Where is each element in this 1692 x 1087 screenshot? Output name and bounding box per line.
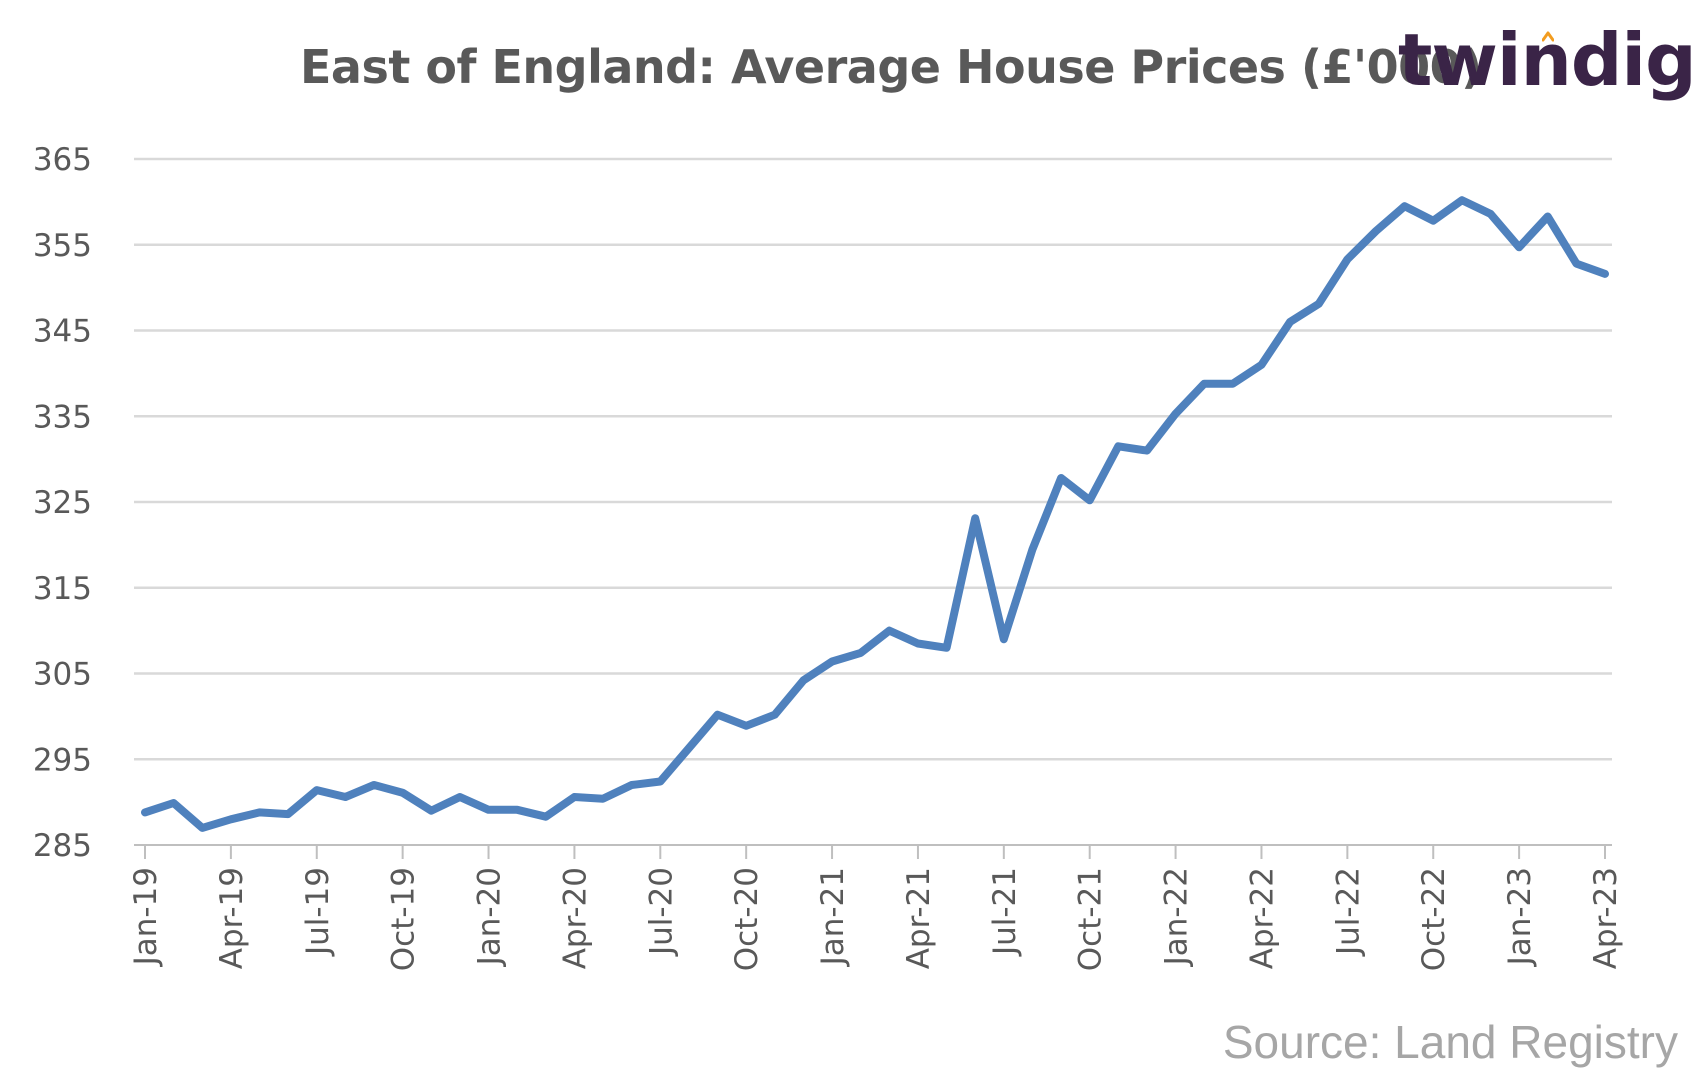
x-tick-label: Apr-19	[214, 867, 250, 969]
x-tick-label: Jan-19	[128, 867, 164, 967]
x-tick-label: Apr-21	[901, 867, 937, 969]
x-tick-label: Oct-19	[386, 867, 422, 971]
y-tick-label: 355	[33, 228, 92, 264]
series-layer	[141, 196, 1609, 832]
chart-title: East of England: Average House Prices (£…	[300, 40, 1482, 94]
x-tick-label: Apr-20	[557, 867, 593, 969]
y-tick-label: 295	[33, 742, 92, 778]
logo-accent-icon	[1542, 31, 1554, 42]
y-tick-label: 365	[33, 142, 92, 178]
x-tick-label: Oct-21	[1073, 867, 1109, 971]
y-tick-label: 305	[33, 657, 92, 693]
y-tick-label: 325	[33, 485, 92, 521]
x-tick-label: Jul-21	[987, 867, 1023, 957]
x-tick-label: Jul-22	[1330, 867, 1366, 957]
x-tick-label: Apr-23	[1588, 867, 1624, 969]
y-axis: 365 355 345 335 325 315 305 295 285	[33, 142, 92, 864]
x-tick-label: Jan-21	[815, 867, 851, 967]
y-tick-label: 335	[33, 399, 92, 435]
twindig-logo: twindig	[1398, 18, 1692, 102]
x-tick-label: Apr-22	[1244, 867, 1280, 969]
x-tick-label: Jan-23	[1502, 867, 1538, 967]
gridlines	[134, 157, 1612, 846]
y-tick-label: 285	[33, 828, 92, 864]
y-tick-label: 345	[33, 314, 92, 350]
x-tick-label: Jan-22	[1159, 867, 1195, 967]
source-note: Source: Land Registry	[1222, 1016, 1678, 1068]
x-tick-label: Jul-20	[643, 867, 679, 957]
x-tick-label: Oct-22	[1416, 867, 1452, 971]
x-tick-label: Jan-20	[472, 867, 508, 967]
y-tick-label: 315	[33, 571, 92, 607]
series-line	[141, 196, 1609, 832]
x-axis: Jan-19 Apr-19 Jul-19 Oct-19 Jan-20 Apr-20 Jul-…	[128, 845, 1624, 971]
x-tick-label: Jul-19	[300, 867, 336, 957]
x-tick-label: Oct-20	[729, 867, 765, 971]
